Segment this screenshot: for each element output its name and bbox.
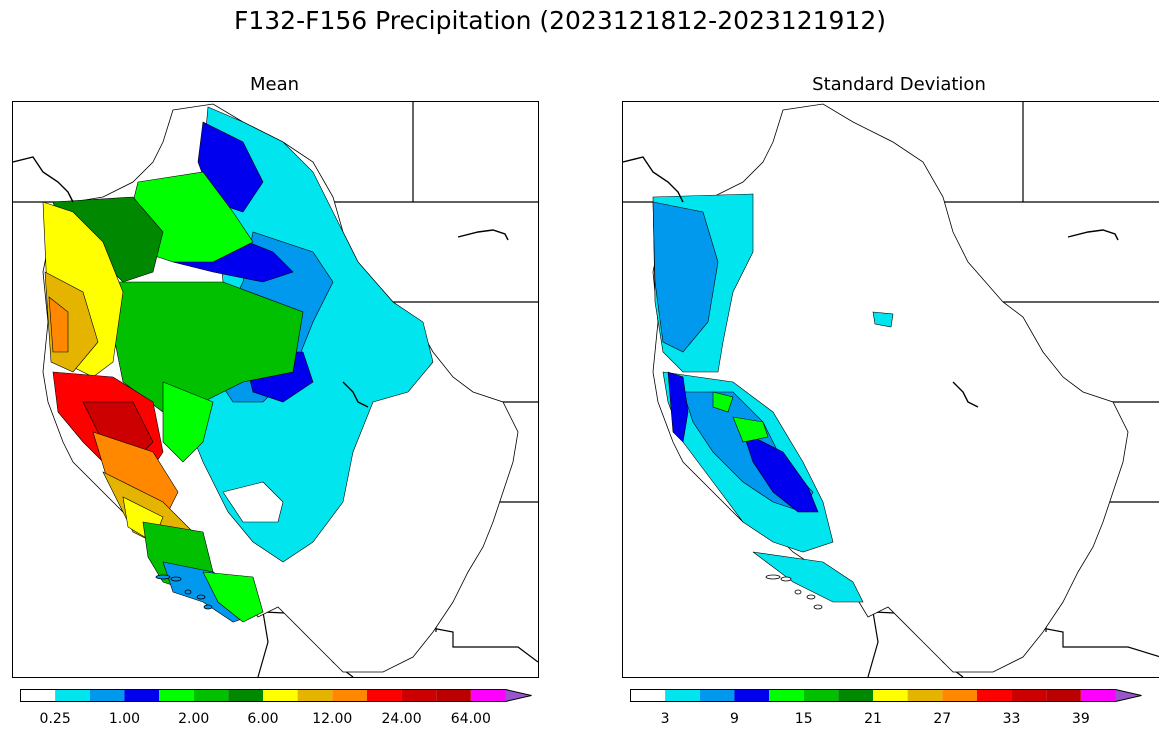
figure-title: F132-F156 Precipitation (2023121812-2023… bbox=[233, 6, 886, 35]
region-cyan-socal bbox=[752, 551, 864, 603]
colorbar-swatch bbox=[873, 689, 908, 702]
colorbar-swatch bbox=[630, 689, 666, 702]
colorbar-swatch bbox=[1011, 689, 1047, 702]
colorbar-swatch bbox=[699, 689, 735, 702]
region-brightgreen-socal bbox=[202, 571, 264, 623]
region-brightgreen-sierra bbox=[712, 391, 734, 413]
colorbar-swatch bbox=[734, 689, 770, 702]
colorbar-swatch bbox=[89, 689, 125, 702]
colorbar-swatch bbox=[803, 689, 839, 702]
colorbar-tick-label: 64.00 bbox=[450, 711, 491, 727]
mean-colorbar bbox=[20, 688, 532, 707]
mean-colorbar-swatches bbox=[20, 689, 532, 702]
region-brightgreen-sierra-2 bbox=[732, 416, 769, 443]
mean-map-svg bbox=[13, 102, 538, 677]
std-panel-title: Standard Deviation bbox=[812, 74, 986, 95]
colorbar-swatch bbox=[332, 689, 367, 702]
colorbar-swatch bbox=[20, 689, 56, 702]
channel-islands bbox=[155, 574, 213, 610]
colorbar-swatch bbox=[55, 689, 90, 702]
mean-panel-title: Mean bbox=[249, 74, 300, 95]
colorbar-swatch bbox=[124, 689, 160, 702]
region-darkblue-coast bbox=[667, 371, 689, 443]
colorbar-swatch bbox=[436, 689, 471, 702]
colorbar-tick-label: 33 bbox=[1002, 711, 1021, 727]
colorbar-tick-label: 0.25 bbox=[39, 711, 71, 727]
colorbar-swatch bbox=[228, 689, 263, 702]
colorbar-tick-label: 39 bbox=[1071, 711, 1090, 727]
colorbar-tick-label: 24.00 bbox=[381, 711, 422, 727]
colorbar-swatch bbox=[470, 689, 506, 702]
colorbar-swatch bbox=[665, 689, 700, 702]
colorbar-swatch bbox=[366, 689, 402, 702]
colorbar-extend-arrow bbox=[1115, 689, 1142, 702]
colorbar-swatch bbox=[297, 689, 333, 702]
region-white-nv bbox=[222, 481, 284, 523]
colorbar-tick-label: 21 bbox=[864, 711, 882, 727]
colorbar-tick-label: 15 bbox=[794, 711, 813, 727]
colorbar-tick-label: 12.00 bbox=[312, 711, 353, 727]
colorbar-outline bbox=[20, 689, 532, 702]
colorbar-swatch bbox=[1080, 689, 1116, 702]
colorbar-tick-label: 3 bbox=[660, 711, 670, 727]
region-orange-coast bbox=[48, 296, 69, 353]
colorbar-extend-arrow bbox=[505, 689, 532, 702]
colorbar-swatch bbox=[159, 689, 194, 702]
colorbar-tick-label: 9 bbox=[729, 711, 739, 727]
colorbar-swatch bbox=[976, 689, 1012, 702]
colorbar-swatch bbox=[263, 689, 298, 702]
colorbar-tick-label: 1.00 bbox=[108, 711, 141, 727]
colorbar-tick-label: 27 bbox=[933, 711, 952, 727]
colorbar-swatch bbox=[193, 689, 229, 702]
colorbar-swatch bbox=[401, 689, 437, 702]
coastline bbox=[623, 156, 1119, 408]
colorbar-swatch bbox=[942, 689, 977, 702]
colorbar-swatch bbox=[907, 689, 943, 702]
region-blue-coast bbox=[652, 201, 719, 353]
colorbar-tick-label: 6.00 bbox=[247, 711, 279, 727]
colorbar-tick-label: 2.00 bbox=[178, 711, 210, 727]
mean-precip-map bbox=[12, 101, 539, 678]
colorbar-outline bbox=[630, 689, 1142, 702]
region-darkblue-sierra bbox=[742, 431, 819, 513]
colorbar-swatch bbox=[769, 689, 804, 702]
colorbar-swatch bbox=[838, 689, 873, 702]
region-green-mid bbox=[112, 281, 304, 413]
channel-islands bbox=[765, 574, 823, 610]
region-brightgreen-west bbox=[162, 381, 214, 463]
std-colorbar bbox=[630, 688, 1142, 707]
colorbar-swatch bbox=[1046, 689, 1081, 702]
std-colorbar-swatches bbox=[630, 689, 1142, 702]
coastline bbox=[13, 156, 509, 408]
std-precip-map bbox=[622, 101, 1159, 678]
std-map-svg bbox=[623, 102, 1159, 677]
region-cyan-small bbox=[872, 311, 894, 328]
